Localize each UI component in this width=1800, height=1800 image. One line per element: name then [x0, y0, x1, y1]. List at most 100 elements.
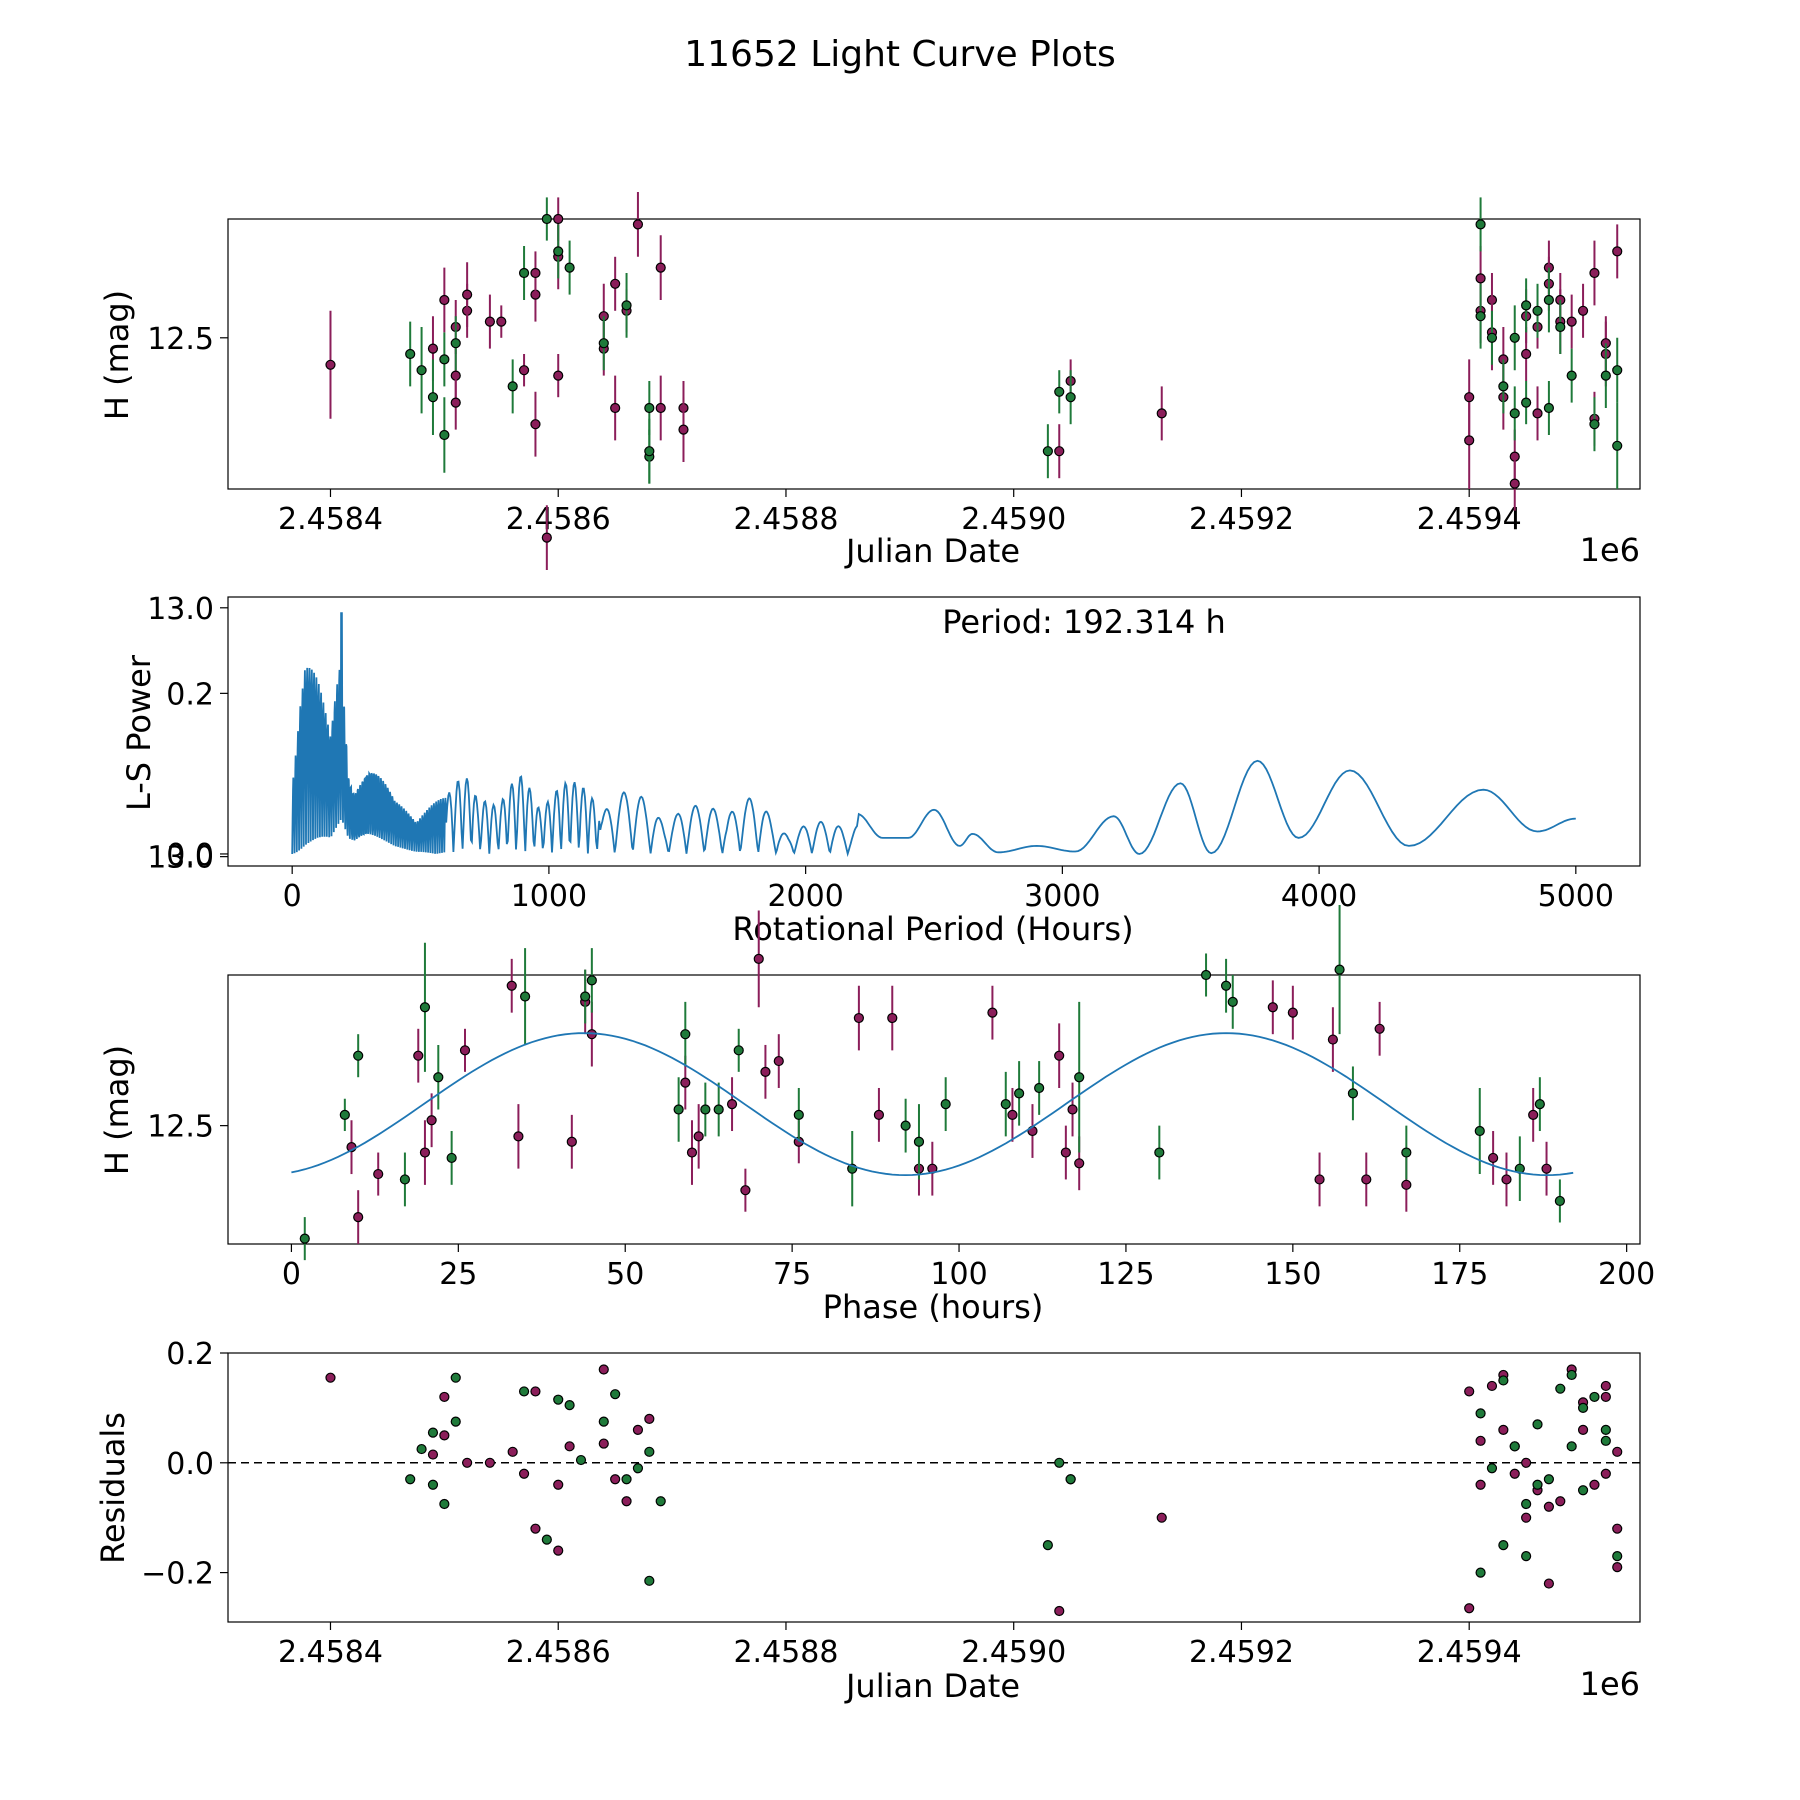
data-point-magenta	[760, 1066, 771, 1077]
data-point-magenta	[325, 1372, 336, 1383]
data-point-magenta	[1488, 1152, 1499, 1164]
data-point-magenta	[610, 402, 621, 414]
axes-frame	[227, 974, 1641, 1245]
phase-ylabel: H (mag)	[98, 1045, 136, 1175]
data-point-magenta	[1475, 273, 1486, 284]
figure-title: 11652 Light Curve Plots	[684, 34, 1116, 75]
data-point-green	[416, 365, 427, 376]
data-point-green	[1612, 1551, 1623, 1562]
data-point-green	[610, 1389, 621, 1400]
data-point-green	[353, 1050, 364, 1061]
period-annotation: Period: 192.314 h	[942, 603, 1226, 641]
y-tick-label: 12.5	[147, 1110, 214, 1145]
data-point-magenta	[459, 1045, 471, 1056]
x-tick-label: 125	[1097, 1257, 1154, 1292]
data-point-magenta	[1498, 1424, 1509, 1435]
data-point-green	[586, 975, 597, 986]
data-point-green	[1543, 294, 1555, 306]
data-point-green	[1042, 446, 1053, 457]
data-point-magenta	[1521, 348, 1532, 360]
data-point-green	[399, 1174, 411, 1185]
data-point-magenta	[887, 1012, 898, 1024]
data-point-magenta	[1486, 1380, 1498, 1392]
data-point-magenta	[1287, 1007, 1298, 1018]
data-point-green	[1054, 1457, 1065, 1468]
data-point-green	[1521, 1498, 1532, 1510]
data-point-green	[339, 1109, 350, 1120]
data-point-magenta	[1521, 1512, 1532, 1523]
data-point-green	[1509, 408, 1520, 419]
data-point-magenta	[541, 532, 552, 543]
data-point-green	[518, 1386, 530, 1397]
data-point-green	[519, 991, 531, 1002]
data-point-green	[1532, 1419, 1543, 1430]
data-point-magenta	[1067, 1104, 1078, 1115]
data-point-magenta	[1054, 1050, 1065, 1061]
data-point-green	[1475, 1408, 1486, 1419]
data-point-green	[405, 1474, 416, 1485]
data-point-green	[427, 1479, 439, 1490]
light-curve-offset-label: 1e6	[1580, 531, 1640, 569]
x-tick-label: 5000	[1538, 879, 1614, 914]
data-point-green	[1065, 392, 1076, 403]
data-point-magenta	[1600, 1468, 1611, 1479]
data-point-magenta	[553, 370, 564, 381]
data-point-green	[621, 1474, 632, 1485]
data-point-green	[446, 1152, 457, 1164]
x-tick-label: 175	[1431, 1257, 1488, 1292]
data-point-green	[439, 354, 450, 365]
data-point-magenta	[450, 397, 461, 408]
data-point-magenta	[853, 1012, 864, 1024]
data-point-magenta	[1007, 1109, 1018, 1120]
x-tick-label: 200	[1598, 1257, 1655, 1292]
data-point-green	[439, 1498, 450, 1510]
data-point-magenta	[1543, 1578, 1555, 1589]
data-point-magenta	[1054, 446, 1065, 457]
data-point-magenta	[632, 219, 644, 230]
data-point-magenta	[1600, 1391, 1611, 1403]
data-point-magenta	[1361, 1174, 1372, 1185]
data-point-magenta	[553, 213, 564, 225]
data-point-magenta	[610, 1474, 621, 1485]
data-point-green	[1612, 440, 1623, 451]
y-tick-label: 12.5	[147, 322, 214, 357]
x-tick-label: 25	[439, 1257, 477, 1292]
data-point-green	[1227, 996, 1238, 1008]
y-tick-label: 0.0	[166, 838, 214, 873]
data-point-green	[1475, 219, 1486, 230]
data-point-green	[1577, 1485, 1589, 1496]
x-tick-label: 2.4594	[1417, 502, 1522, 537]
data-point-magenta	[325, 359, 336, 370]
data-point-green	[553, 1394, 564, 1405]
data-point-green	[1521, 397, 1532, 408]
data-point-magenta	[518, 1468, 530, 1479]
periodogram-panel: L-S Power Rotational Period (Hours) Peri…	[120, 596, 1641, 948]
data-point-green	[1543, 402, 1555, 414]
data-point-green	[1054, 386, 1065, 397]
data-point-magenta	[1612, 246, 1623, 257]
data-point-green	[416, 1443, 427, 1455]
data-point-green	[541, 213, 552, 225]
data-point-magenta	[1612, 1446, 1623, 1457]
data-point-green	[1600, 1424, 1611, 1435]
data-point-green	[1532, 1479, 1543, 1490]
data-point-magenta	[610, 278, 621, 289]
data-point-green	[598, 338, 609, 349]
data-point-magenta	[1577, 1424, 1589, 1435]
data-point-magenta	[740, 1185, 751, 1196]
data-point-green	[733, 1045, 744, 1056]
data-point-green	[713, 1104, 724, 1115]
data-point-magenta	[439, 294, 450, 306]
x-tick-label: 1000	[511, 879, 587, 914]
data-point-magenta	[1541, 1163, 1552, 1174]
x-tick-label: 2.4588	[733, 1635, 838, 1670]
data-point-green	[940, 1099, 951, 1110]
data-point-magenta	[427, 343, 439, 354]
data-point-magenta	[1060, 1147, 1071, 1158]
data-point-magenta	[353, 1211, 364, 1223]
data-point-magenta	[1054, 1605, 1065, 1617]
data-point-magenta	[1267, 1002, 1278, 1013]
y-tick-label: 0.0	[166, 1447, 214, 1482]
x-tick-label: 75	[773, 1257, 811, 1292]
data-point-magenta	[1509, 478, 1520, 489]
